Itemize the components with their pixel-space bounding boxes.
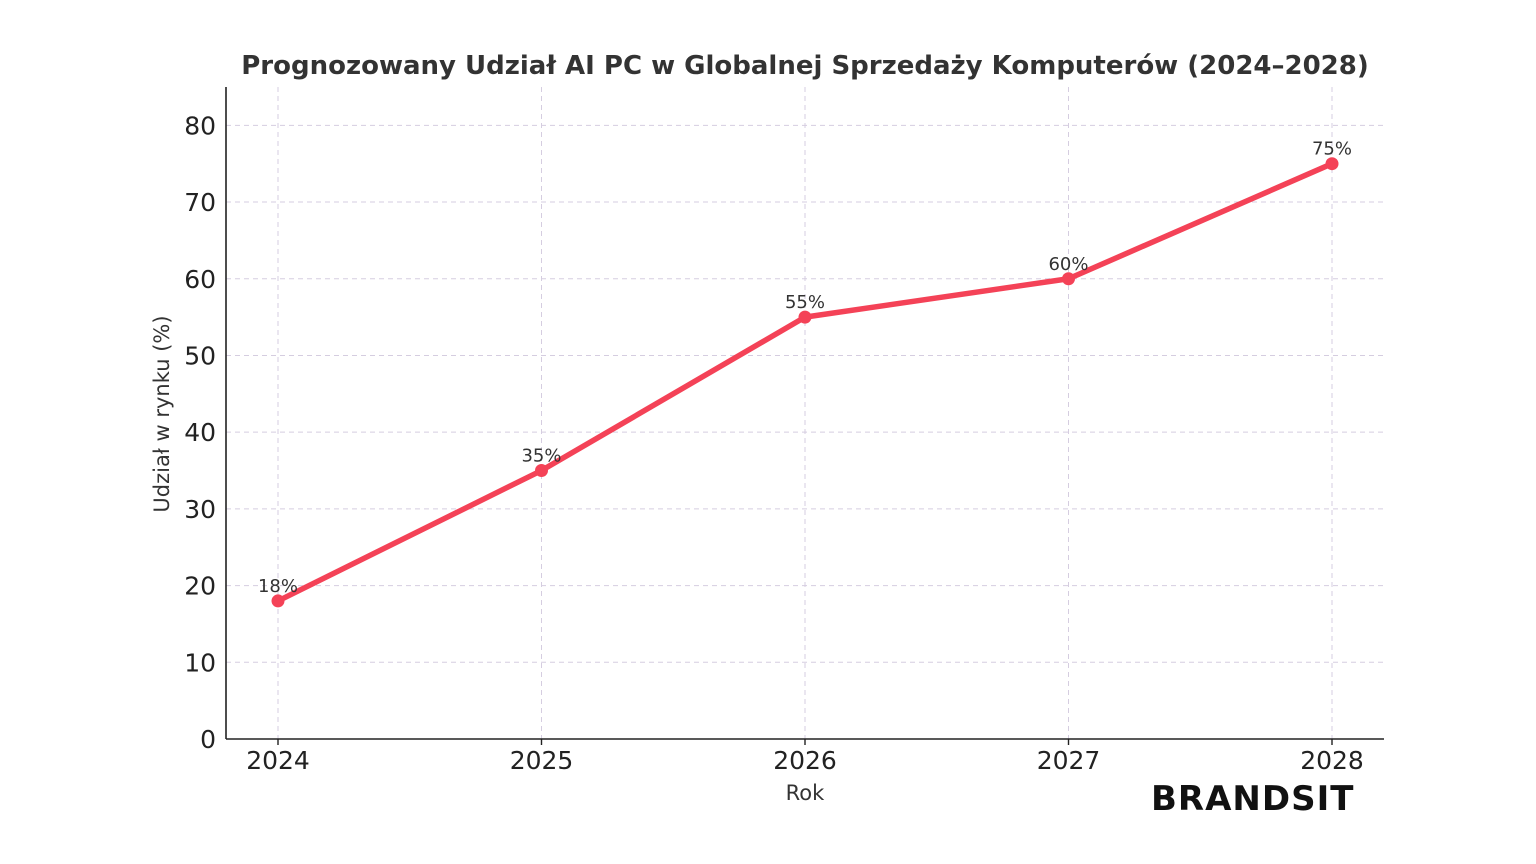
axes	[225, 87, 1384, 740]
x-tick-label: 2025	[510, 746, 574, 775]
y-tick-labels: 0 10 20 30 40 50 60 70 80	[184, 111, 216, 754]
data-label: 75%	[1312, 139, 1352, 160]
x-tick-label: 2026	[773, 746, 837, 775]
data-point	[1062, 272, 1075, 286]
data-label: 18%	[258, 576, 298, 597]
y-tick-label: 50	[184, 341, 216, 370]
y-tick-label: 0	[200, 725, 216, 754]
y-tick-label: 40	[184, 418, 216, 447]
y-tick-label: 20	[184, 572, 216, 601]
brandsit-logo: BRANDSIT	[1151, 779, 1354, 819]
data-label: 55%	[785, 292, 825, 313]
y-tick-label: 70	[184, 188, 216, 217]
y-tick-label: 30	[184, 495, 216, 524]
y-axis-label: Udział w rynku (%)	[150, 315, 174, 512]
data-point	[1325, 157, 1339, 171]
series	[271, 157, 1339, 608]
data-labels: 18% 35% 55% 60% 75%	[258, 139, 1352, 597]
data-label: 60%	[1048, 254, 1088, 275]
data-point	[798, 310, 812, 324]
y-tick-label: 80	[184, 111, 216, 140]
data-label: 35%	[521, 446, 561, 467]
chart-title: Prognozowany Udział AI PC w Globalnej Sp…	[241, 51, 1369, 81]
data-point	[271, 594, 285, 608]
series-line	[275, 160, 1335, 604]
y-tick-label: 10	[184, 648, 216, 677]
x-tick-labels: 2024 2025 2026 2027 2028	[246, 746, 1364, 775]
x-tick-label: 2027	[1037, 746, 1101, 775]
x-axis-label: Rok	[786, 781, 825, 805]
data-point	[535, 464, 548, 478]
x-tick-label: 2024	[246, 746, 310, 775]
x-tick-label: 2028	[1300, 746, 1364, 775]
y-tick-label: 60	[184, 265, 216, 294]
grid	[226, 87, 1384, 745]
